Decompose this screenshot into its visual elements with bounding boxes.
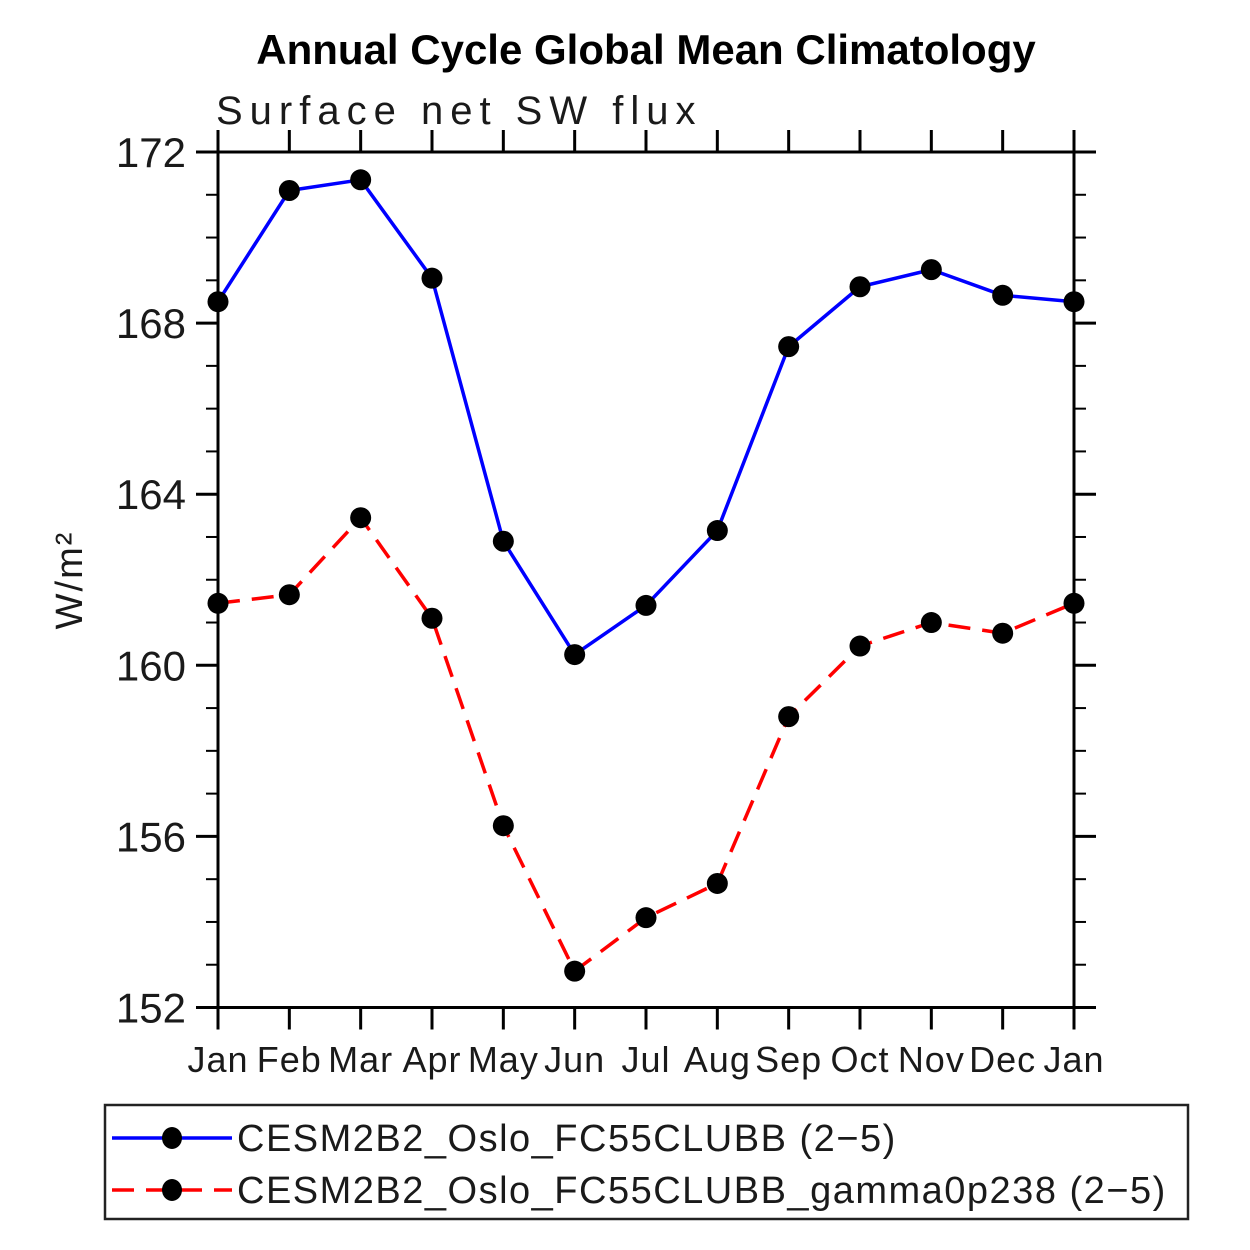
data-point-marker [350, 169, 372, 191]
data-point-marker [920, 259, 942, 281]
x-tick-label: Mar [328, 1039, 393, 1080]
legend-entry-series-0: CESM2B2_Oslo_FC55CLUBB (2−5) [112, 1118, 897, 1160]
y-axis-label: W/m² [49, 531, 91, 630]
x-tick-label: Oct [830, 1039, 889, 1080]
x-tick-label: Jan [187, 1039, 248, 1080]
data-point-marker [849, 635, 871, 657]
y-tick-label: 172 [116, 129, 186, 176]
chart-subtitle: Surface net SW flux [216, 89, 702, 133]
x-tick-label: Jul [621, 1039, 670, 1080]
y-tick-label: 160 [116, 642, 186, 689]
x-tick-label: Dec [969, 1039, 1036, 1080]
data-point-marker [564, 960, 586, 982]
data-point-marker [564, 644, 586, 666]
y-tick-label: 164 [116, 471, 186, 518]
data-point-marker [778, 706, 800, 728]
x-tick-label: Nov [898, 1039, 965, 1080]
legend-label-series-0: CESM2B2_Oslo_FC55CLUBB (2−5) [237, 1118, 897, 1160]
axis-ticks [196, 130, 1096, 1030]
x-tick-label: Apr [402, 1039, 461, 1080]
legend-marker-dot-icon [162, 1127, 182, 1149]
x-tick-labels: Jan Feb Mar Apr May Jun Jul Aug Sep Oct Nov Dec Jan [187, 1039, 1104, 1080]
data-point-marker [992, 284, 1014, 306]
data-point-marker [278, 584, 300, 606]
x-tick-label: Sep [755, 1039, 822, 1080]
chart-title: Annual Cycle Global Mean Climatology [256, 26, 1036, 73]
data-point-marker [350, 507, 372, 529]
data-point-marker [706, 872, 728, 894]
data-point-marker [421, 607, 443, 629]
data-point-marker [278, 179, 300, 201]
data-point-marker [992, 622, 1014, 644]
data-point-marker [778, 336, 800, 358]
data-point-marker [492, 815, 514, 837]
data-point-marker [421, 267, 443, 289]
data-point-marker [492, 530, 514, 552]
y-tick-label: 168 [116, 300, 186, 347]
plot-frame [216, 150, 1076, 1009]
legend: CESM2B2_Oslo_FC55CLUBB (2−5) CESM2B2_Osl… [103, 1103, 1190, 1221]
y-tick-labels: 152 156 160 164 168 172 [116, 129, 186, 1032]
legend-marker-dot-icon [162, 1179, 182, 1201]
x-tick-label: Jan [1043, 1039, 1104, 1080]
legend-label-series-1: CESM2B2_Oslo_FC55CLUBB_gamma0p238 (2−5) [237, 1170, 1167, 1212]
y-tick-label: 156 [116, 813, 186, 860]
data-point-marker [706, 520, 728, 542]
series-line-1 [217, 515, 1075, 973]
data-point-marker [635, 907, 657, 929]
data-point-marker [920, 612, 942, 634]
legend-entry-series-1: CESM2B2_Oslo_FC55CLUBB_gamma0p238 (2−5) [112, 1170, 1167, 1212]
x-tick-label: Feb [257, 1039, 322, 1080]
x-tick-label: Aug [684, 1039, 751, 1080]
y-tick-label: 152 [116, 985, 186, 1032]
data-point-marker [635, 594, 657, 616]
legend-box [103, 1103, 1190, 1221]
data-point-marker [849, 276, 871, 298]
series-layer [207, 169, 1085, 982]
series-line-0 [216, 178, 1075, 657]
x-tick-label: Jun [544, 1039, 605, 1080]
x-tick-label: May [468, 1039, 539, 1080]
